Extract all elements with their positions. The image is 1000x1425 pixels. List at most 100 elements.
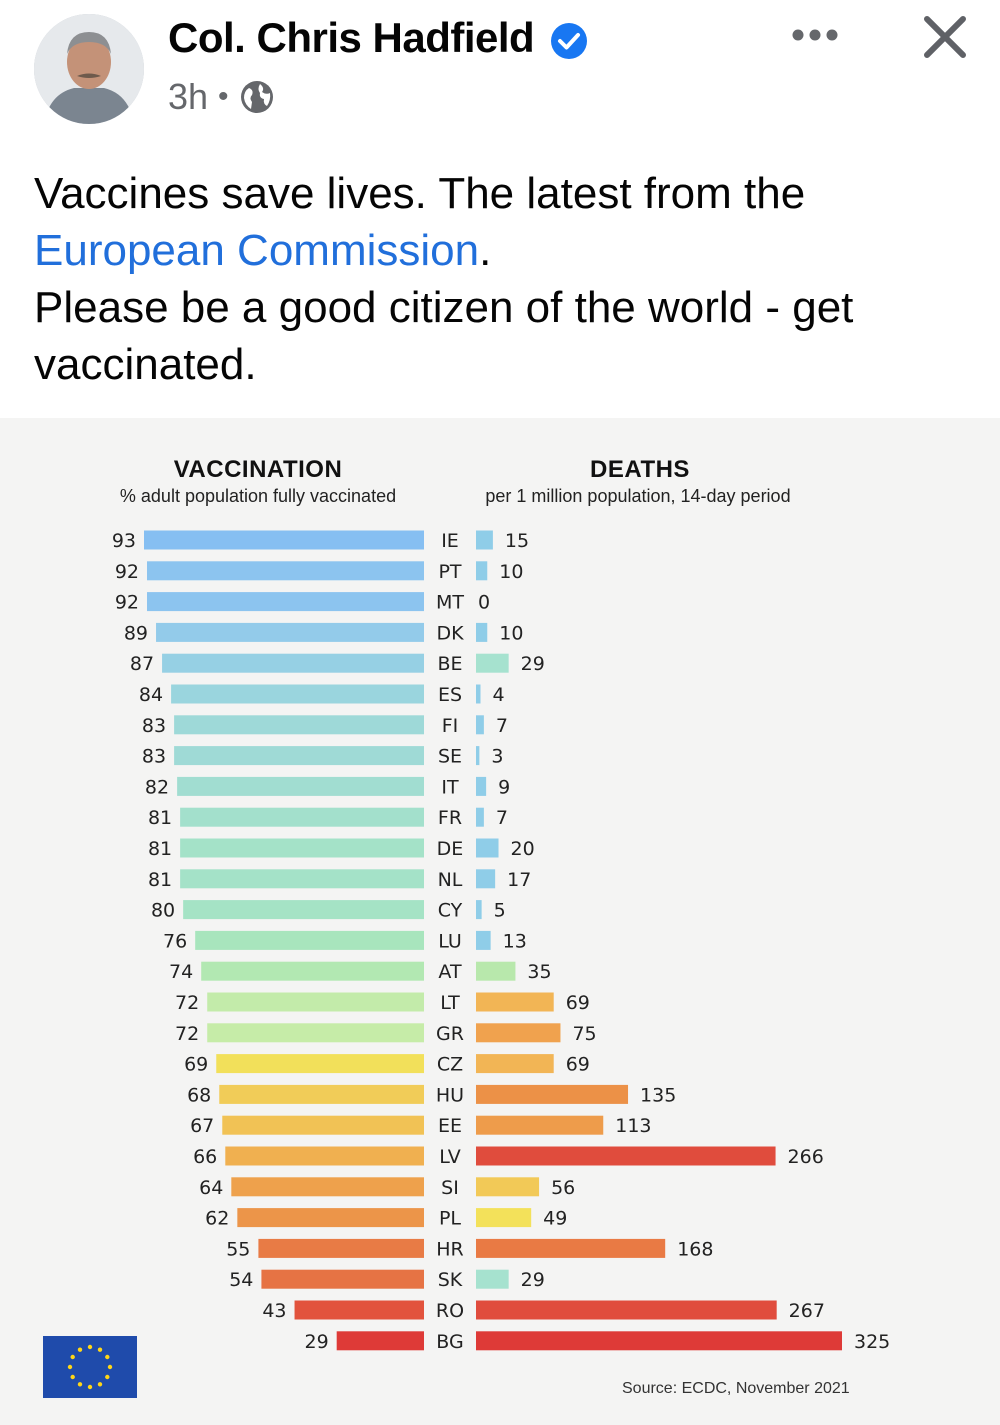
deaths-bar-lt	[476, 992, 554, 1012]
country-label-ro: RO	[436, 1300, 464, 1322]
deaths-bar-sk	[476, 1269, 509, 1289]
vaccination-bar-dk	[156, 622, 424, 642]
post-text-line-2: European Commission.	[34, 222, 974, 279]
post-time[interactable]: 3h	[168, 76, 209, 117]
chart-image[interactable]: VACCINATION % adult population fully vac…	[0, 418, 1000, 1425]
deaths-bar-se	[476, 746, 480, 766]
vaccination-value-gr: 72	[175, 1023, 199, 1045]
vaccination-title: VACCINATION	[173, 456, 343, 483]
avatar-portrait-icon	[34, 14, 144, 124]
vaccination-bar-sk	[261, 1269, 424, 1289]
vaccination-value-be: 87	[130, 653, 154, 675]
country-label-ie: IE	[441, 530, 459, 552]
vaccination-value-lt: 72	[175, 992, 199, 1014]
deaths-bar-es	[476, 684, 481, 704]
deaths-value-si: 56	[551, 1177, 575, 1199]
country-label-it: IT	[441, 776, 459, 798]
country-label-si: SI	[441, 1177, 459, 1199]
globe-icon	[241, 81, 273, 113]
vaccination-bar-lt	[207, 992, 424, 1012]
vaccination-value-lv: 66	[193, 1146, 217, 1168]
author-avatar[interactable]	[34, 14, 144, 124]
vaccination-value-at: 74	[169, 961, 193, 983]
deaths-value-es: 4	[493, 684, 505, 706]
vaccination-bar-mt	[147, 592, 425, 612]
vaccination-value-bg: 29	[305, 1331, 329, 1353]
country-label-be: BE	[437, 653, 462, 675]
vaccination-bar-it	[177, 776, 424, 796]
deaths-bar-cz	[476, 1054, 554, 1074]
vaccination-bar-cz	[216, 1054, 424, 1074]
country-label-fi: FI	[442, 715, 459, 737]
vaccination-bar-gr	[207, 1023, 424, 1043]
vaccination-bar-si	[231, 1177, 424, 1197]
country-label-lv: LV	[439, 1146, 461, 1168]
vaccination-value-nl: 81	[148, 869, 172, 891]
deaths-value-ee: 113	[615, 1115, 651, 1137]
post-header: Col. Chris Hadfield 3h •	[0, 0, 1000, 140]
vaccination-bar-ro	[294, 1300, 424, 1320]
vaccination-value-cz: 69	[184, 1054, 208, 1076]
deaths-bar-at	[476, 961, 516, 981]
deaths-bar-nl	[476, 869, 496, 889]
deaths-value-at: 35	[527, 961, 551, 983]
country-label-de: DE	[437, 838, 464, 860]
deaths-value-ro: 267	[789, 1300, 825, 1322]
deaths-bar-be	[476, 653, 509, 673]
vaccination-value-mt: 92	[115, 592, 139, 614]
vaccination-bar-fr	[180, 807, 424, 827]
country-label-hu: HU	[436, 1084, 464, 1106]
vaccination-value-de: 81	[148, 838, 172, 860]
country-label-es: ES	[438, 684, 462, 706]
country-label-dk: DK	[436, 622, 464, 644]
post-text-period: .	[479, 226, 492, 275]
vaccination-bar-lu	[195, 930, 424, 950]
vaccination-bar-pt	[147, 561, 425, 581]
country-label-lu: LU	[438, 930, 462, 952]
deaths-value-cz: 69	[566, 1054, 590, 1076]
author-name[interactable]: Col. Chris Hadfield	[168, 14, 535, 61]
vaccination-value-lu: 76	[163, 930, 187, 952]
vaccination-value-fr: 81	[148, 807, 172, 829]
vaccination-bar-ie	[144, 530, 424, 550]
deaths-value-dk: 10	[499, 622, 523, 644]
deaths-value-pl: 49	[543, 1208, 567, 1230]
country-label-cy: CY	[438, 900, 463, 922]
close-icon[interactable]	[920, 12, 970, 62]
vaccination-bar-pl	[237, 1208, 424, 1228]
vaccination-bar-de	[180, 838, 424, 858]
vaccination-value-si: 64	[199, 1177, 223, 1199]
deaths-value-pt: 10	[499, 561, 523, 583]
vaccination-subtitle: % adult population fully vaccinated	[119, 486, 397, 506]
vaccination-value-se: 83	[142, 746, 166, 768]
deaths-bar-pl	[476, 1208, 532, 1228]
deaths-bar-fi	[476, 715, 484, 735]
deaths-value-cy: 5	[494, 900, 506, 922]
post-text-line-3: Please be a good citizen of the world - …	[34, 283, 854, 389]
post-text-line-1: Vaccines save lives. The latest from the	[34, 169, 806, 218]
deaths-bar-de	[476, 838, 499, 858]
vaccination-bar-nl	[180, 869, 424, 889]
vaccination-value-hr: 55	[226, 1238, 250, 1260]
country-label-at: AT	[438, 961, 462, 983]
country-label-se: SE	[438, 746, 462, 768]
vaccination-value-ee: 67	[190, 1115, 214, 1137]
deaths-subtitle: per 1 million population, 14-day period	[485, 486, 791, 506]
country-label-sk: SK	[438, 1269, 463, 1291]
deaths-value-de: 20	[511, 838, 535, 860]
vaccination-value-sk: 54	[229, 1269, 253, 1291]
vaccination-value-pt: 92	[115, 561, 139, 583]
deaths-bar-ie	[476, 530, 493, 550]
vaccination-value-hu: 68	[187, 1084, 211, 1106]
more-options-icon[interactable]	[790, 20, 840, 50]
deaths-value-se: 3	[491, 746, 503, 768]
deaths-value-bg: 325	[854, 1331, 890, 1353]
deaths-bar-fr	[476, 807, 484, 827]
vaccination-bar-fi	[174, 715, 424, 735]
deaths-value-ie: 15	[505, 530, 529, 552]
vaccination-value-it: 82	[145, 776, 169, 798]
deaths-bar-hu	[476, 1084, 629, 1104]
european-commission-link[interactable]: European Commission	[34, 226, 480, 275]
vaccination-bar-ee	[222, 1115, 424, 1135]
